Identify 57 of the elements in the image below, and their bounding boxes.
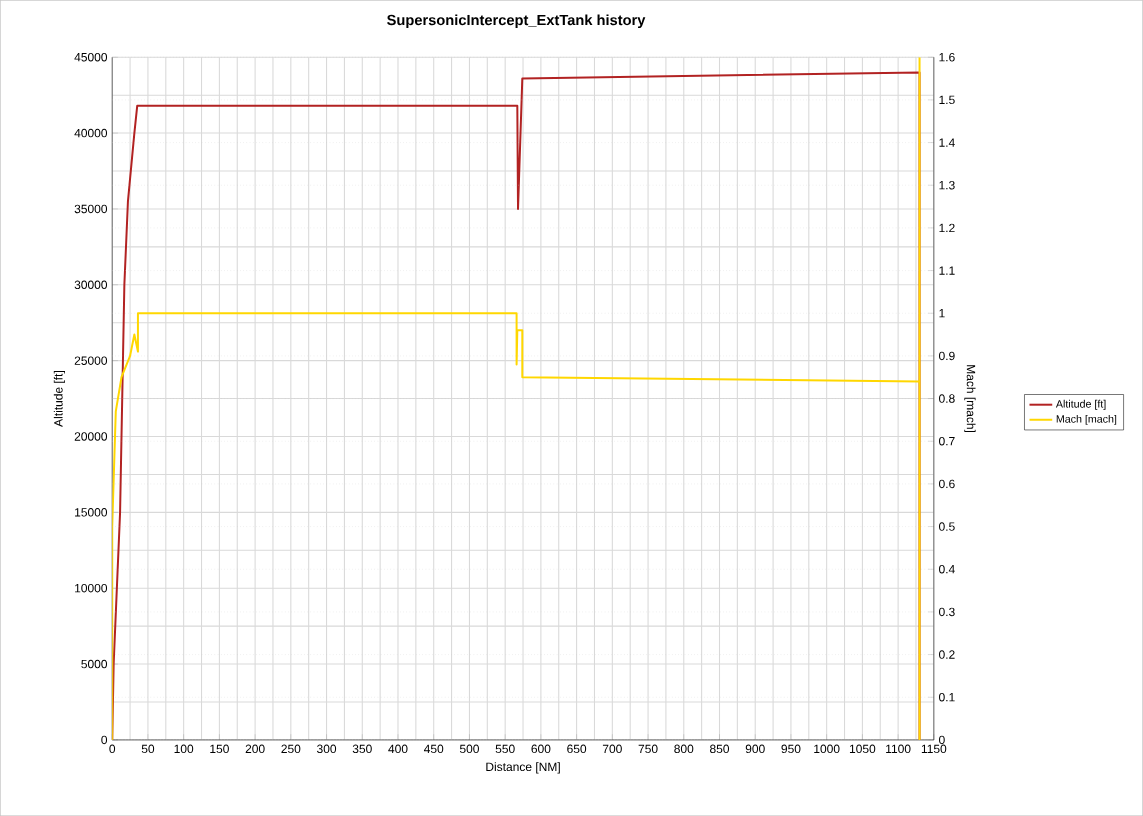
x-tick-label: 300 — [317, 744, 337, 754]
y-tick-label: 40000 — [74, 128, 108, 138]
y-tick-label: 45000 — [74, 52, 108, 62]
x-tick-label: 800 — [674, 744, 694, 754]
y2-tick-label: 1 — [939, 309, 945, 318]
x-tick-label: 250 — [281, 744, 301, 754]
x-tick-label: 200 — [245, 744, 265, 754]
x-tick-label: 100 — [174, 744, 194, 754]
y-tick-label: 5000 — [81, 659, 108, 669]
y2-tick-label: 1.3 — [939, 180, 955, 190]
y2-tick-label: 0.5 — [939, 522, 955, 531]
x-tick-label: 700 — [602, 744, 622, 754]
x-tick-label: 150 — [210, 744, 229, 754]
y-tick-label: 20000 — [74, 432, 108, 441]
y2-tick-label: 0.1 — [939, 692, 955, 702]
x-tick-label: 650 — [567, 744, 587, 754]
x-tick-label: 600 — [531, 744, 551, 754]
x-tick-label: 350 — [352, 744, 372, 754]
y2-tick-label: 0.4 — [939, 564, 955, 574]
x-axis-title: Distance [NM] — [486, 762, 560, 774]
x-tick-label: 0 — [109, 744, 116, 754]
y-tick-label: 30000 — [74, 280, 108, 289]
y2-tick-label: 0.2 — [939, 650, 955, 659]
y-tick-label: 25000 — [74, 356, 108, 365]
y2-tick-label: 0.7 — [939, 436, 955, 446]
y-tick-label: 15000 — [75, 508, 108, 517]
x-tick-label: 750 — [638, 744, 658, 754]
y2-axis-title: Mach [mach] — [964, 365, 976, 432]
y2-tick-label: 0.6 — [939, 479, 955, 489]
x-tick-label: 50 — [141, 744, 155, 754]
x-tick-label: 1100 — [886, 744, 911, 754]
x-tick-label: 950 — [781, 744, 801, 754]
legend-label: Mach [mach] — [1056, 414, 1117, 425]
x-tick-label: 850 — [710, 744, 730, 754]
x-tick-label: 500 — [459, 744, 479, 754]
x-tick-label: 550 — [495, 744, 515, 754]
y2-tick-label: 0 — [939, 735, 945, 745]
chart-title: SupersonicIntercept_ExtTank history — [387, 14, 646, 28]
x-tick-label: 1050 — [849, 744, 876, 754]
x-tick-label: 400 — [388, 744, 408, 754]
y-tick-label: 0 — [101, 735, 108, 745]
y2-tick-label: 0.8 — [939, 394, 955, 403]
x-tick-label: 450 — [423, 744, 444, 754]
y2-tick-label: 1.6 — [939, 52, 955, 62]
legend-label: Altitude [ft] — [1055, 399, 1106, 410]
x-tick-label: 1000 — [814, 744, 840, 754]
y2-tick-label: 1.4 — [939, 138, 955, 147]
y2-tick-label: 1.2 — [939, 223, 955, 233]
y2-tick-label: 0.9 — [939, 351, 955, 361]
y-axis-title: Altitude [ft] — [53, 371, 65, 427]
y2-tick-label: 1.1 — [939, 266, 955, 275]
y-tick-label: 10000 — [75, 583, 108, 593]
x-tick-label: 1150 — [921, 744, 947, 754]
x-tick-label: 900 — [745, 744, 765, 754]
y-tick-label: 35000 — [74, 204, 108, 214]
y2-tick-label: 0.3 — [939, 607, 955, 617]
y2-tick-label: 1.5 — [939, 95, 955, 105]
